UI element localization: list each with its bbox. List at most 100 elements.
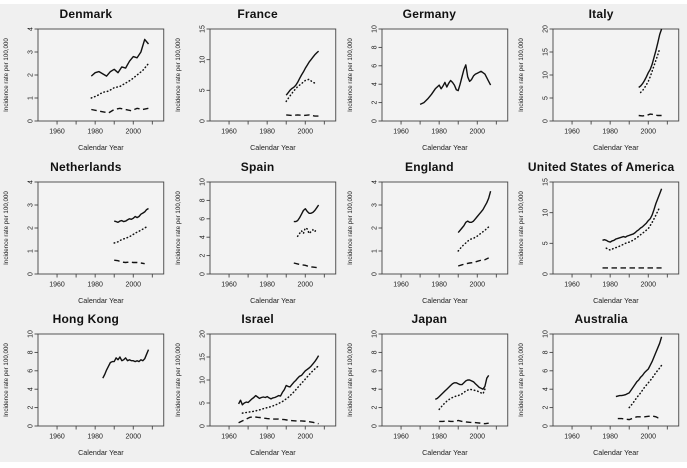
plot-panel bbox=[37, 28, 165, 122]
x-tick-label: 1960 bbox=[221, 281, 237, 288]
y-tick-label: 8 bbox=[371, 45, 378, 49]
subplot-canvas: 1960 1980 2000 0 5 10 15 Incidence rate per 100… bbox=[518, 178, 680, 305]
y-tick-label: 6 bbox=[27, 369, 34, 373]
x-tick-label: 2000 bbox=[297, 129, 313, 136]
subplot-canvas: 1960 1980 2000 0 1 2 3 4 Incidence rate per 100,… bbox=[3, 180, 165, 305]
subplot-canvas: 1960 1980 2000 0 1 2 3 4 Incidence rate per 100,… bbox=[3, 27, 165, 152]
plot-panel bbox=[37, 333, 165, 427]
series-dashed bbox=[293, 261, 317, 268]
x-axis-label: Calendar Year bbox=[422, 448, 468, 457]
y-tick-label: 4 bbox=[27, 27, 34, 31]
x-tick-label: 1980 bbox=[603, 434, 619, 441]
y-tick-label: 15 bbox=[543, 48, 550, 56]
x-tick-label: 1980 bbox=[431, 434, 447, 441]
plot-panel bbox=[209, 333, 336, 427]
y-tick-label: 1 bbox=[371, 249, 378, 253]
series-solid bbox=[102, 349, 150, 379]
x-tick-label: 1960 bbox=[565, 434, 581, 441]
y-tick-label: 2 bbox=[27, 73, 34, 77]
x-axis-label: Calendar Year bbox=[422, 296, 468, 305]
series-dashed bbox=[238, 416, 319, 425]
subplot-netherlands: Netherlands 1960 1980 2000 0 1 2 3 4 Incidence ra… bbox=[0, 157, 172, 310]
y-tick-label: 2 bbox=[371, 406, 378, 410]
subplot-denmark: Denmark 1960 1980 2000 0 1 2 3 4 Incidence rate p… bbox=[0, 4, 172, 157]
y-tick-label: 2 bbox=[27, 406, 34, 410]
y-tick-label: 0 bbox=[543, 119, 550, 123]
series-dotted bbox=[90, 62, 150, 99]
series-dashed bbox=[618, 415, 663, 421]
x-tick-label: 1980 bbox=[87, 434, 103, 441]
subplot-title: Denmark bbox=[59, 7, 113, 21]
x-tick-label: 1960 bbox=[393, 129, 409, 136]
y-tick-label: 6 bbox=[543, 369, 550, 373]
y-tick-label: 0 bbox=[371, 272, 378, 276]
y-tick-label: 8 bbox=[371, 351, 378, 355]
y-tick-label: 0 bbox=[543, 272, 550, 276]
subplot-title: Germany bbox=[402, 7, 457, 21]
y-tick-label: 8 bbox=[199, 198, 206, 202]
subplot-title: United States of America bbox=[527, 159, 675, 174]
y-tick-label: 5 bbox=[199, 88, 206, 92]
subplot-title: Italy bbox=[588, 7, 614, 21]
plot-panel bbox=[381, 333, 508, 427]
subplot-canvas: 1960 1980 2000 0 2 4 6 8 10 Incidence rate per 10… bbox=[347, 330, 508, 457]
y-tick-label: 5 bbox=[199, 401, 206, 405]
series-solid bbox=[434, 375, 489, 401]
x-axis-label: Calendar Year bbox=[250, 296, 296, 305]
subplot-israel: Israel 1960 1980 2000 0 5 10 15 20 Incidence rate… bbox=[172, 309, 344, 462]
y-tick-label: 20 bbox=[543, 25, 550, 33]
subplot-title: England bbox=[405, 159, 454, 174]
subplot-title: Hong Kong bbox=[52, 312, 120, 327]
y-tick-label: 2 bbox=[199, 253, 206, 257]
subplot-title: Israel bbox=[241, 312, 274, 327]
y-tick-label: 4 bbox=[371, 180, 378, 184]
series-dashed bbox=[638, 113, 662, 117]
y-tick-label: 20 bbox=[199, 330, 206, 338]
x-tick-label: 1960 bbox=[565, 281, 581, 288]
series-dashed bbox=[457, 256, 489, 267]
y-axis-label: Incidence rate per 100,000 bbox=[3, 38, 10, 112]
x-axis-label: Calendar Year bbox=[250, 143, 296, 152]
x-tick-label: 1980 bbox=[87, 281, 103, 288]
x-tick-label: 2000 bbox=[469, 281, 485, 288]
x-tick-label: 1960 bbox=[393, 434, 409, 441]
x-tick-label: 1960 bbox=[49, 281, 65, 288]
subplot-japan: Japan 1960 1980 2000 0 2 4 6 8 10 Incidence rate p… bbox=[344, 309, 516, 462]
x-tick-label: 1980 bbox=[259, 129, 275, 136]
y-tick-label: 5 bbox=[543, 96, 550, 100]
series-dashed bbox=[91, 107, 149, 114]
x-tick-label: 1980 bbox=[87, 129, 103, 136]
subplot-canvas: 1960 1980 2000 0 2 4 6 8 10 Incidence rate per 10… bbox=[175, 178, 336, 305]
y-tick-label: 4 bbox=[27, 387, 34, 391]
y-tick-label: 5 bbox=[543, 241, 550, 245]
y-tick-label: 0 bbox=[27, 119, 34, 123]
y-tick-label: 2 bbox=[371, 101, 378, 105]
x-tick-label: 2000 bbox=[297, 434, 313, 441]
subplot-title: Australia bbox=[574, 312, 628, 327]
x-tick-label: 2000 bbox=[641, 281, 657, 288]
x-tick-label: 2000 bbox=[125, 129, 141, 136]
x-tick-label: 2000 bbox=[641, 434, 657, 441]
x-tick-label: 2000 bbox=[125, 434, 141, 441]
x-tick-label: 1980 bbox=[431, 281, 447, 288]
y-tick-label: 0 bbox=[199, 424, 206, 428]
plot-panel bbox=[209, 28, 336, 122]
y-tick-label: 15 bbox=[199, 25, 206, 33]
x-axis-label: Calendar Year bbox=[78, 296, 124, 305]
y-tick-label: 0 bbox=[199, 119, 206, 123]
y-tick-label: 3 bbox=[27, 203, 34, 207]
plot-panel bbox=[552, 333, 680, 427]
y-tick-label: 4 bbox=[27, 180, 34, 184]
y-axis-label: Incidence rate per 100,000 bbox=[518, 190, 525, 264]
x-tick-label: 1980 bbox=[431, 129, 447, 136]
series-dotted bbox=[640, 48, 661, 94]
y-axis-label: Incidence rate per 100,000 bbox=[347, 190, 354, 264]
x-axis-label: Calendar Year bbox=[593, 143, 639, 152]
series-dashed bbox=[285, 114, 319, 117]
series-dotted bbox=[285, 78, 318, 103]
y-axis-label: Incidence rate per 100,000 bbox=[518, 343, 525, 417]
y-tick-label: 0 bbox=[371, 119, 378, 123]
x-tick-label: 1960 bbox=[221, 129, 237, 136]
y-tick-label: 8 bbox=[543, 351, 550, 355]
y-tick-label: 10 bbox=[199, 376, 206, 384]
